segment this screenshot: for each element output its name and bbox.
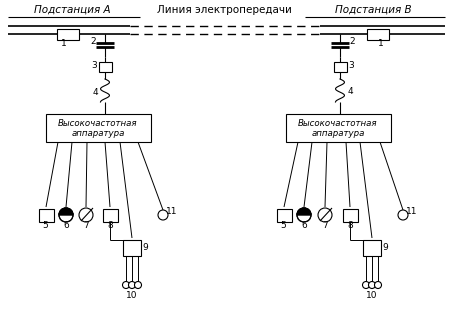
Text: Линия электропередачи: Линия электропередачи — [157, 5, 292, 15]
Text: 6: 6 — [301, 221, 307, 230]
Wedge shape — [59, 208, 73, 215]
Bar — [57, 29, 79, 40]
Bar — [103, 208, 117, 221]
Circle shape — [363, 282, 369, 289]
Text: 10: 10 — [366, 290, 378, 299]
Bar — [342, 208, 357, 221]
Circle shape — [122, 282, 130, 289]
Bar — [39, 208, 54, 221]
Wedge shape — [297, 208, 311, 215]
Text: Высокочастотная: Высокочастотная — [298, 119, 378, 127]
Text: Высокочастотная: Высокочастотная — [58, 119, 138, 127]
Text: 7: 7 — [83, 221, 89, 230]
Text: 2: 2 — [90, 38, 96, 46]
Circle shape — [374, 282, 382, 289]
Text: аппаратура: аппаратура — [311, 129, 364, 138]
Text: 8: 8 — [347, 221, 353, 230]
Bar — [333, 62, 346, 72]
Text: 9: 9 — [142, 243, 148, 253]
Circle shape — [398, 210, 408, 220]
Bar — [123, 240, 141, 256]
Text: 8: 8 — [107, 221, 113, 230]
Text: 9: 9 — [382, 243, 388, 253]
Circle shape — [369, 282, 375, 289]
Bar — [285, 114, 391, 142]
Text: 5: 5 — [280, 221, 286, 230]
Text: 10: 10 — [126, 290, 138, 299]
Text: Подстанция А: Подстанция А — [34, 5, 110, 15]
Text: 11: 11 — [166, 208, 178, 216]
Text: 4: 4 — [347, 87, 353, 96]
Bar — [367, 29, 389, 40]
Bar — [363, 240, 381, 256]
Circle shape — [79, 208, 93, 222]
Bar — [99, 62, 112, 72]
Text: 1: 1 — [61, 40, 67, 48]
Text: 4: 4 — [92, 88, 98, 97]
Text: 7: 7 — [322, 221, 328, 230]
Text: Подстанция В: Подстанция В — [335, 5, 411, 15]
Circle shape — [129, 282, 135, 289]
Text: 5: 5 — [42, 221, 48, 230]
Text: 2: 2 — [349, 38, 355, 46]
Text: 3: 3 — [91, 61, 97, 70]
Circle shape — [135, 282, 141, 289]
Circle shape — [59, 208, 73, 222]
Bar — [45, 114, 150, 142]
Text: 1: 1 — [378, 40, 384, 48]
Text: 3: 3 — [348, 61, 354, 70]
Text: 11: 11 — [406, 208, 418, 216]
Text: 6: 6 — [63, 221, 69, 230]
Bar — [276, 208, 292, 221]
Circle shape — [158, 210, 168, 220]
Circle shape — [297, 208, 311, 222]
Circle shape — [318, 208, 332, 222]
Text: аппаратура: аппаратура — [71, 129, 125, 138]
